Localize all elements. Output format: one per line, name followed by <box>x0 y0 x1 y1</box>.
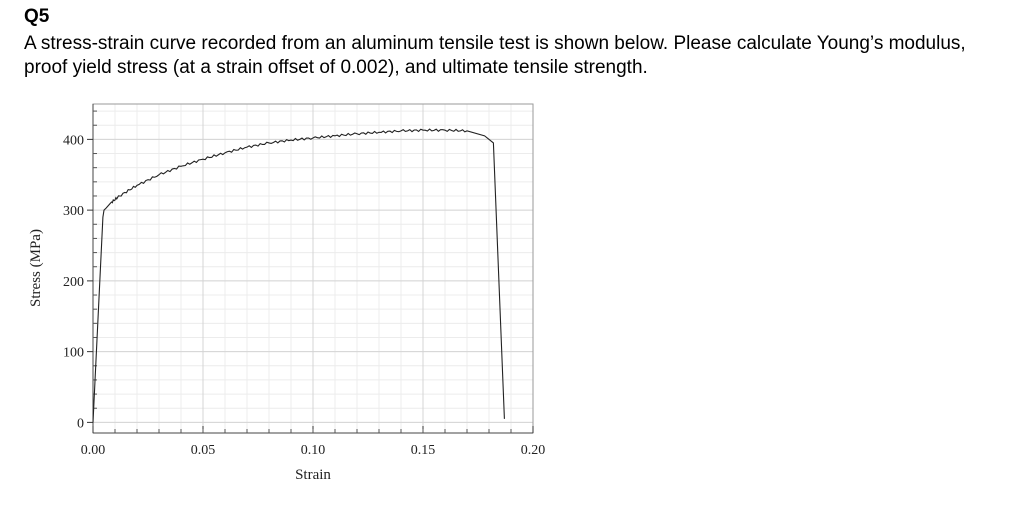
x-tick-label: 0.00 <box>81 443 106 458</box>
stress-strain-chart: 0.00 0.05 0.10 0.15 0.20 0 100 200 300 400 Strain… <box>0 96 560 496</box>
tick-labels: 0.00 0.05 0.10 0.15 0.20 0 100 200 300 400 <box>63 133 545 458</box>
x-axis-title: Strain <box>295 467 331 483</box>
y-tick-label: 200 <box>63 275 84 290</box>
x-tick-label: 0.15 <box>411 443 436 458</box>
y-axis-title: Stress (MPa) <box>28 229 44 307</box>
question-number: Q5 <box>24 6 50 27</box>
x-tick-label: 0.10 <box>301 443 326 458</box>
y-tick-label: 0 <box>77 416 84 431</box>
x-tick-label: 0.05 <box>191 443 216 458</box>
tick-marks <box>87 110 534 433</box>
y-tick-label: 100 <box>63 346 84 361</box>
stress-strain-curve <box>92 128 505 423</box>
x-tick-label: 0.20 <box>521 443 546 458</box>
question-text: A stress-strain curve recorded from an a… <box>24 33 966 78</box>
chart-svg: 0.00 0.05 0.10 0.15 0.20 0 100 200 300 400 Strain… <box>28 103 545 483</box>
y-tick-label: 400 <box>63 133 84 148</box>
y-tick-label: 300 <box>63 204 84 219</box>
